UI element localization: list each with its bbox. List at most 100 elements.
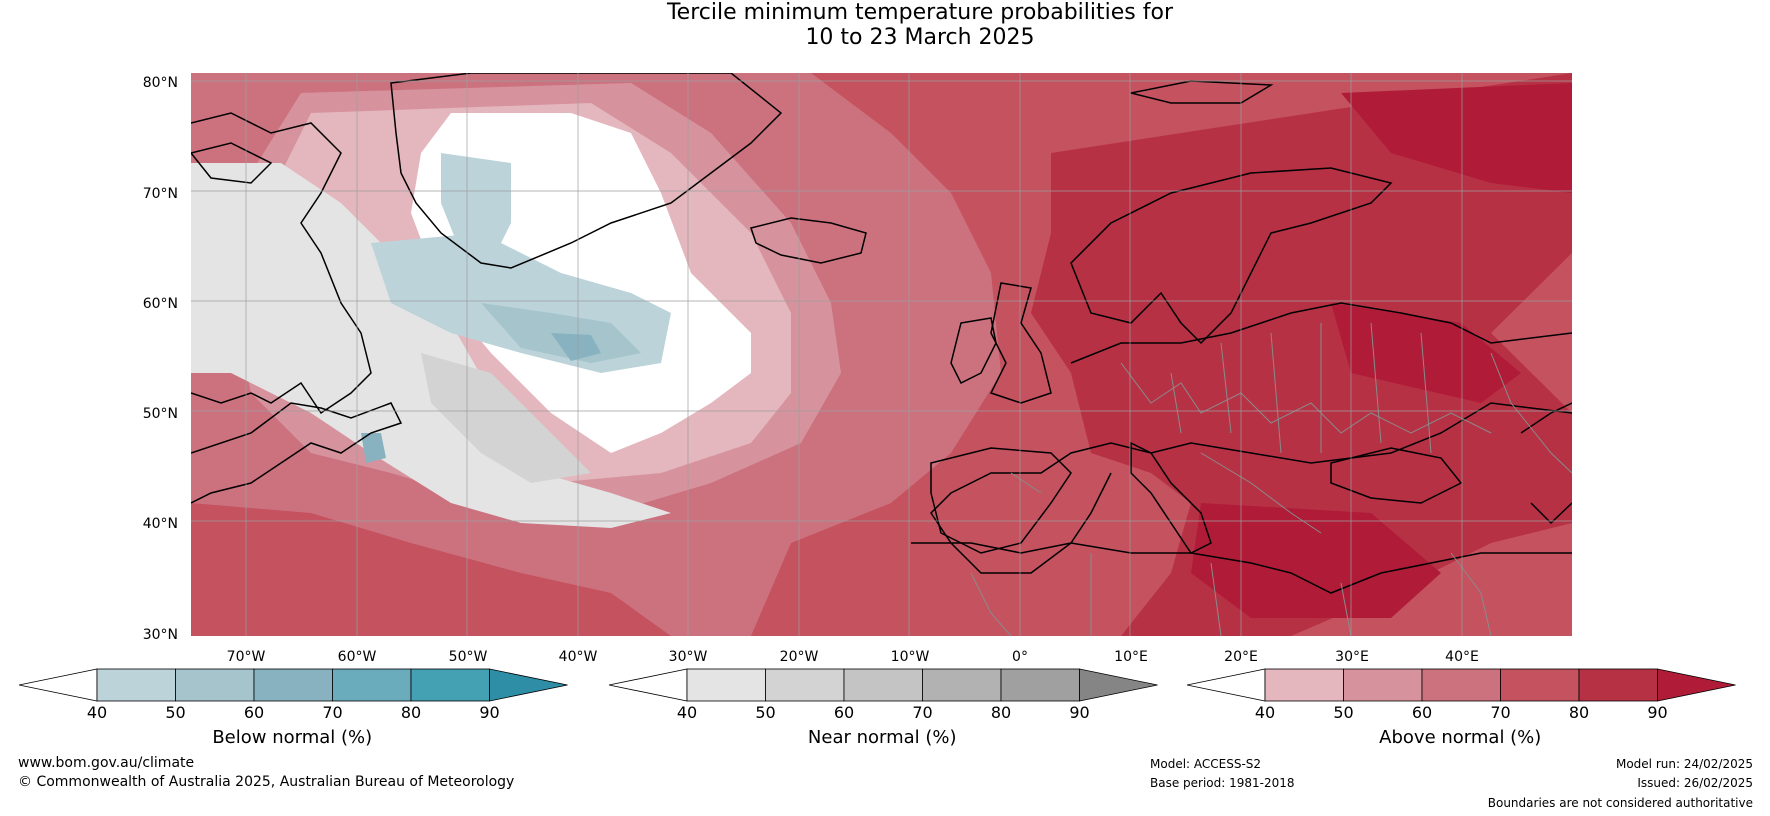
lon-label-10e: 10°E (1114, 649, 1148, 665)
lon-label-20w: 20°W (779, 649, 819, 665)
coastline-iceland (750, 217, 867, 264)
coastline-north-africa (911, 542, 1572, 594)
chart-title: Tercile minimum temperature probabilitie… (0, 0, 1770, 50)
lat-label-60n: 60°N (142, 296, 178, 312)
lon-label-0: 0° (1012, 649, 1028, 665)
colorbar-tick-label: 40 (1254, 703, 1276, 722)
lon-label-70w: 70°W (226, 649, 266, 665)
title-line-2: 10 to 23 March 2025 (805, 25, 1035, 50)
colorbar-extend-low (18, 668, 98, 702)
colorbar-segment (765, 668, 845, 702)
coastline-black-sea (1330, 447, 1463, 504)
shading-above-70-80-west (191, 503, 671, 636)
lon-label-10w: 10°W (890, 649, 930, 665)
lat-label-50n: 50°N (142, 406, 178, 422)
colorbar-extend-high (1657, 668, 1736, 702)
coastline-great-britain (989, 282, 1052, 404)
coastline-svalbard (1130, 80, 1274, 104)
coastline-europe (930, 302, 1572, 574)
lon-label-40e: 40°E (1445, 649, 1479, 665)
colorbar-segment (843, 668, 923, 702)
model-run-text: Model run: 24/02/2025 (1615, 757, 1753, 771)
shading-above-90-mediterranean (1191, 503, 1441, 618)
base-period-text: Base period: 1981-2018 (1150, 776, 1295, 790)
colorbar-segment (1578, 668, 1658, 702)
colorbar-tick-label: 50 (755, 703, 776, 722)
colorbar-segment (686, 668, 766, 702)
colorbar-title: Near normal (%) (807, 727, 957, 748)
colorbar-extend-low (608, 668, 688, 702)
model-text: Model: ACCESS-S2 (1150, 757, 1262, 771)
probability-map (191, 73, 1572, 636)
colorbar-extend-low (1186, 668, 1266, 702)
colorbar-segment (410, 668, 490, 702)
copyright-text: © Commonwealth of Australia 2025, Austra… (18, 774, 515, 790)
shading-near-40-50 (191, 163, 671, 528)
colorbar-tick-label: 70 (322, 703, 343, 722)
colorbar-tick-label: 90 (1069, 703, 1090, 722)
map-canvas (191, 73, 1572, 636)
coastline-baffin (191, 142, 273, 184)
lat-label-70n: 70°N (142, 186, 178, 202)
coastline-caspian (1520, 402, 1572, 525)
colorbar-tick-label: 90 (479, 703, 500, 722)
colorbar-tick-label: 40 (676, 703, 698, 722)
colorbar-segment (1000, 668, 1080, 702)
colorbar-near (608, 668, 1158, 702)
coastline-canada (191, 112, 372, 415)
coastline-scandinavia (1070, 167, 1393, 345)
coastline-iberia (930, 447, 1072, 554)
coastline-nova-scotia (191, 402, 403, 504)
colorbar-segment (253, 668, 333, 702)
disclaimer-text: Boundaries are not considered authoritat… (1487, 796, 1753, 810)
shading-above-90-russia (1331, 303, 1521, 403)
colorbar-tick-label: 60 (243, 703, 265, 722)
lon-label-20e: 20°E (1224, 649, 1258, 665)
colorbar-segment (96, 668, 176, 702)
colorbar-title: Above normal (%) (1379, 727, 1542, 748)
colorbar-tick-label: 50 (165, 703, 186, 722)
website-text: www.bom.gov.au/climate (18, 755, 195, 771)
colorbar-tick-label: 50 (1333, 703, 1354, 722)
lon-label-40w: 40°W (558, 649, 598, 665)
colorbar-segment (332, 668, 412, 702)
colorbar-segment (1500, 668, 1580, 702)
shading-near-50-60 (421, 353, 591, 483)
lon-label-50w: 50°W (448, 649, 488, 665)
lon-label-60w: 60°W (337, 649, 377, 665)
colorbar-tick-label: 80 (990, 703, 1012, 722)
shading-below-60-70 (551, 333, 601, 361)
colorbar-segment (922, 668, 1002, 702)
colorbar-tick-label: 90 (1647, 703, 1668, 722)
colorbar-tick-label: 80 (400, 703, 422, 722)
issued-text: Issued: 26/02/2025 (1637, 776, 1753, 790)
colorbar-tick-label: 80 (1568, 703, 1590, 722)
country-borders (970, 322, 1572, 636)
colorbar-below (18, 668, 568, 702)
colorbar-segment (1264, 668, 1344, 702)
lat-label-80n: 80°N (142, 75, 178, 91)
shading-below-50-60 (481, 303, 641, 363)
colorbar-tick-label: 40 (86, 703, 108, 722)
colorbar-segment (1343, 668, 1423, 702)
colorbar-tick-label: 60 (833, 703, 855, 722)
colorbar-tick-label: 70 (1490, 703, 1511, 722)
colorbar-segment (175, 668, 255, 702)
colorbar-segment (1421, 668, 1501, 702)
lon-label-30e: 30°E (1335, 649, 1369, 665)
coastline-italy (1130, 441, 1212, 554)
colorbar-title: Below normal (%) (212, 727, 373, 748)
lat-label-30n: 30°N (142, 627, 178, 643)
colorbar-above (1186, 668, 1736, 702)
shading-below-60-70-small (361, 433, 386, 463)
shading-above-90-arctic (1341, 83, 1572, 193)
title-line-1: Tercile minimum temperature probabilitie… (666, 0, 1174, 25)
lat-label-40n: 40°N (142, 516, 178, 532)
coastline-ireland (950, 317, 997, 385)
colorbar-tick-label: 70 (912, 703, 933, 722)
colorbar-extend-high (489, 668, 568, 702)
lon-label-30w: 30°W (668, 649, 708, 665)
colorbar-tick-label: 60 (1411, 703, 1433, 722)
colorbar-extend-high (1079, 668, 1158, 702)
coastline-greenland (390, 73, 783, 269)
